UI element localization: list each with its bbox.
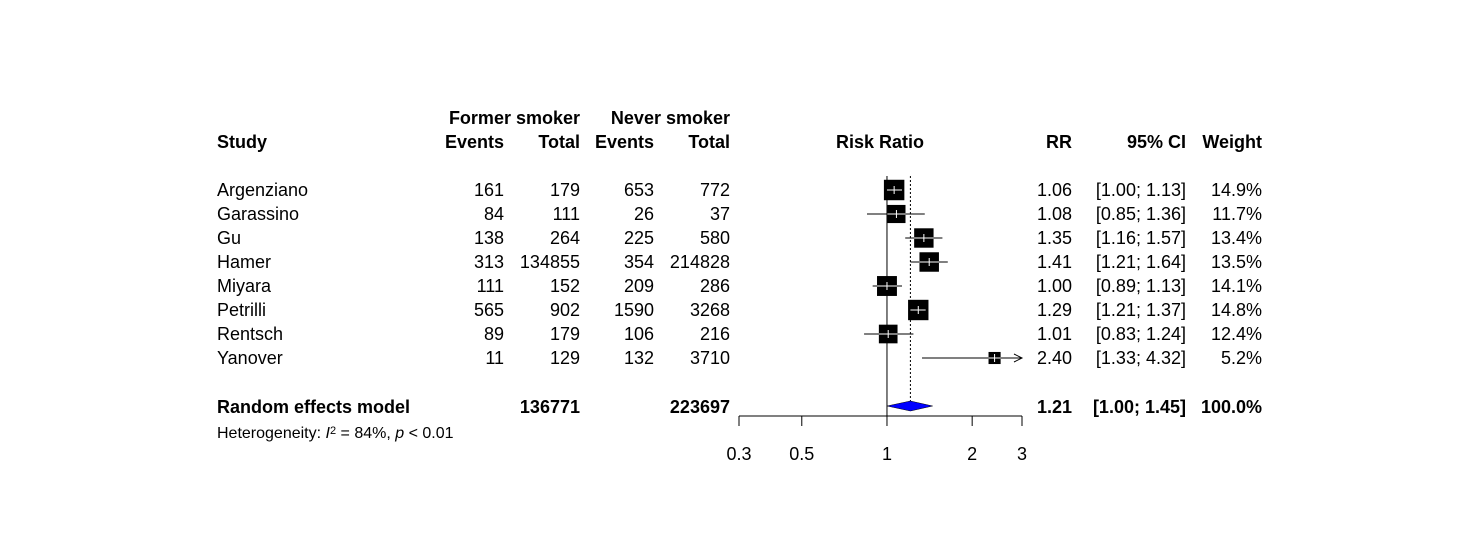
events1-cell: 111: [476, 276, 504, 296]
i2-value: = 84%,: [336, 425, 396, 442]
study-name: Hamer: [217, 252, 272, 272]
summary-rr: 1.21: [1036, 397, 1072, 417]
events2-cell: 354: [623, 252, 654, 272]
summary-ci: [1.00; 1.45]: [1092, 397, 1186, 417]
heterogeneity-text: Heterogeneity: I2 = 84%, p < 0.01: [217, 424, 454, 445]
rr-cell: 1.06: [1036, 180, 1072, 200]
rr-cell: 1.41: [1036, 252, 1072, 272]
x-tick-label: 2: [967, 444, 977, 464]
total2-cell: 214828: [669, 252, 730, 272]
total2-cell: 216: [699, 324, 730, 344]
p-value: < 0.01: [404, 425, 454, 442]
total2-cell: 286: [699, 276, 730, 296]
group1-header: Former smoker: [448, 108, 580, 128]
rr-cell: 1.01: [1036, 324, 1072, 344]
summary-total2: 223697: [669, 397, 730, 417]
events2-cell: 26: [633, 204, 654, 224]
events1-cell: 138: [473, 228, 504, 248]
rr-cell: 1.08: [1036, 204, 1072, 224]
ci-cell: [0.85; 1.36]: [1095, 204, 1186, 224]
rr-cell: 1.00: [1036, 276, 1072, 296]
events2-cell: 209: [623, 276, 654, 296]
x-tick-label: 0.5: [789, 444, 814, 464]
total1-cell: 111: [552, 204, 580, 224]
weight-cell: 11.7%: [1212, 204, 1262, 224]
study-name: Petrilli: [217, 300, 267, 320]
rr-header: RR: [1046, 132, 1072, 152]
weight-cell: 14.9%: [1210, 180, 1262, 200]
events2-cell: 132: [623, 348, 654, 368]
total2-cell: 580: [699, 228, 730, 248]
study-name: Rentsch: [217, 324, 284, 344]
total1-cell: 179: [549, 324, 580, 344]
ci-cell: [1.21; 1.37]: [1095, 300, 1186, 320]
summary-weight: 100.0%: [1200, 397, 1262, 417]
total1-cell: 902: [549, 300, 580, 320]
total2-cell: 37: [709, 204, 730, 224]
summary-label: Random effects model: [217, 397, 411, 417]
weight-cell: 14.8%: [1210, 300, 1262, 320]
summary-diamond: [886, 400, 933, 412]
study-name: Garassino: [217, 204, 300, 224]
x-tick-label: 0.3: [726, 444, 751, 464]
ci-cell: [0.89; 1.13]: [1095, 276, 1186, 296]
weight-cell: 13.5%: [1210, 252, 1262, 272]
total1-cell: 264: [549, 228, 580, 248]
total1-cell: 134855: [519, 252, 580, 272]
x-tick-label: 3: [1017, 444, 1027, 464]
weight-cell: 13.4%: [1210, 228, 1262, 248]
events2-cell: 225: [623, 228, 654, 248]
events1-cell: 161: [473, 180, 504, 200]
events2-cell: 653: [623, 180, 654, 200]
total2-header: Total: [688, 132, 730, 152]
events2-cell: 1590: [613, 300, 654, 320]
events1-cell: 565: [473, 300, 504, 320]
ci-cell: [1.33; 4.32]: [1095, 348, 1186, 368]
weight-cell: 5.2%: [1220, 348, 1262, 368]
x-tick-label: 1: [882, 444, 892, 464]
events1-cell: 89: [483, 324, 504, 344]
ci-cell: [1.00; 1.13]: [1095, 180, 1186, 200]
i2-symbol: I: [325, 425, 330, 442]
events1-cell: 84: [483, 204, 504, 224]
ci-header: 95% CI: [1126, 132, 1186, 152]
rr-cell: 1.29: [1036, 300, 1072, 320]
events1-cell: 313: [473, 252, 504, 272]
weight-cell: 14.1%: [1210, 276, 1262, 296]
events2-header: Events: [594, 132, 654, 152]
events1-header: Events: [444, 132, 504, 152]
study-name: Miyara: [217, 276, 272, 296]
total2-cell: 772: [699, 180, 730, 200]
rr-cell: 2.40: [1036, 348, 1072, 368]
study-column-header: Study: [217, 132, 268, 152]
study-name: Gu: [217, 228, 242, 248]
total2-cell: 3710: [689, 348, 730, 368]
ci-cell: [1.16; 1.57]: [1095, 228, 1186, 248]
total2-cell: 3268: [689, 300, 730, 320]
events2-cell: 106: [623, 324, 654, 344]
i2-superscript: 2: [329, 425, 337, 437]
group2-header: Never smoker: [610, 108, 730, 128]
total1-cell: 129: [549, 348, 580, 368]
total1-cell: 152: [549, 276, 580, 296]
heterogeneity-prefix: Heterogeneity:: [217, 425, 326, 442]
total1-header: Total: [538, 132, 580, 152]
plot-title: Risk Ratio: [835, 132, 925, 152]
ci-cell: [1.21; 1.64]: [1095, 252, 1186, 272]
ci-cell: [0.83; 1.24]: [1095, 324, 1186, 344]
weight-header: Weight: [1202, 132, 1262, 152]
p-symbol: p: [395, 425, 405, 442]
study-name: Yanover: [217, 348, 283, 368]
rr-cell: 1.35: [1036, 228, 1072, 248]
summary-total1: 136771: [519, 397, 580, 417]
weight-cell: 12.4%: [1210, 324, 1262, 344]
events1-cell: 11: [485, 348, 504, 368]
total1-cell: 179: [549, 180, 580, 200]
study-name: Argenziano: [217, 180, 309, 200]
ci-arrow: [1013, 353, 1024, 363]
